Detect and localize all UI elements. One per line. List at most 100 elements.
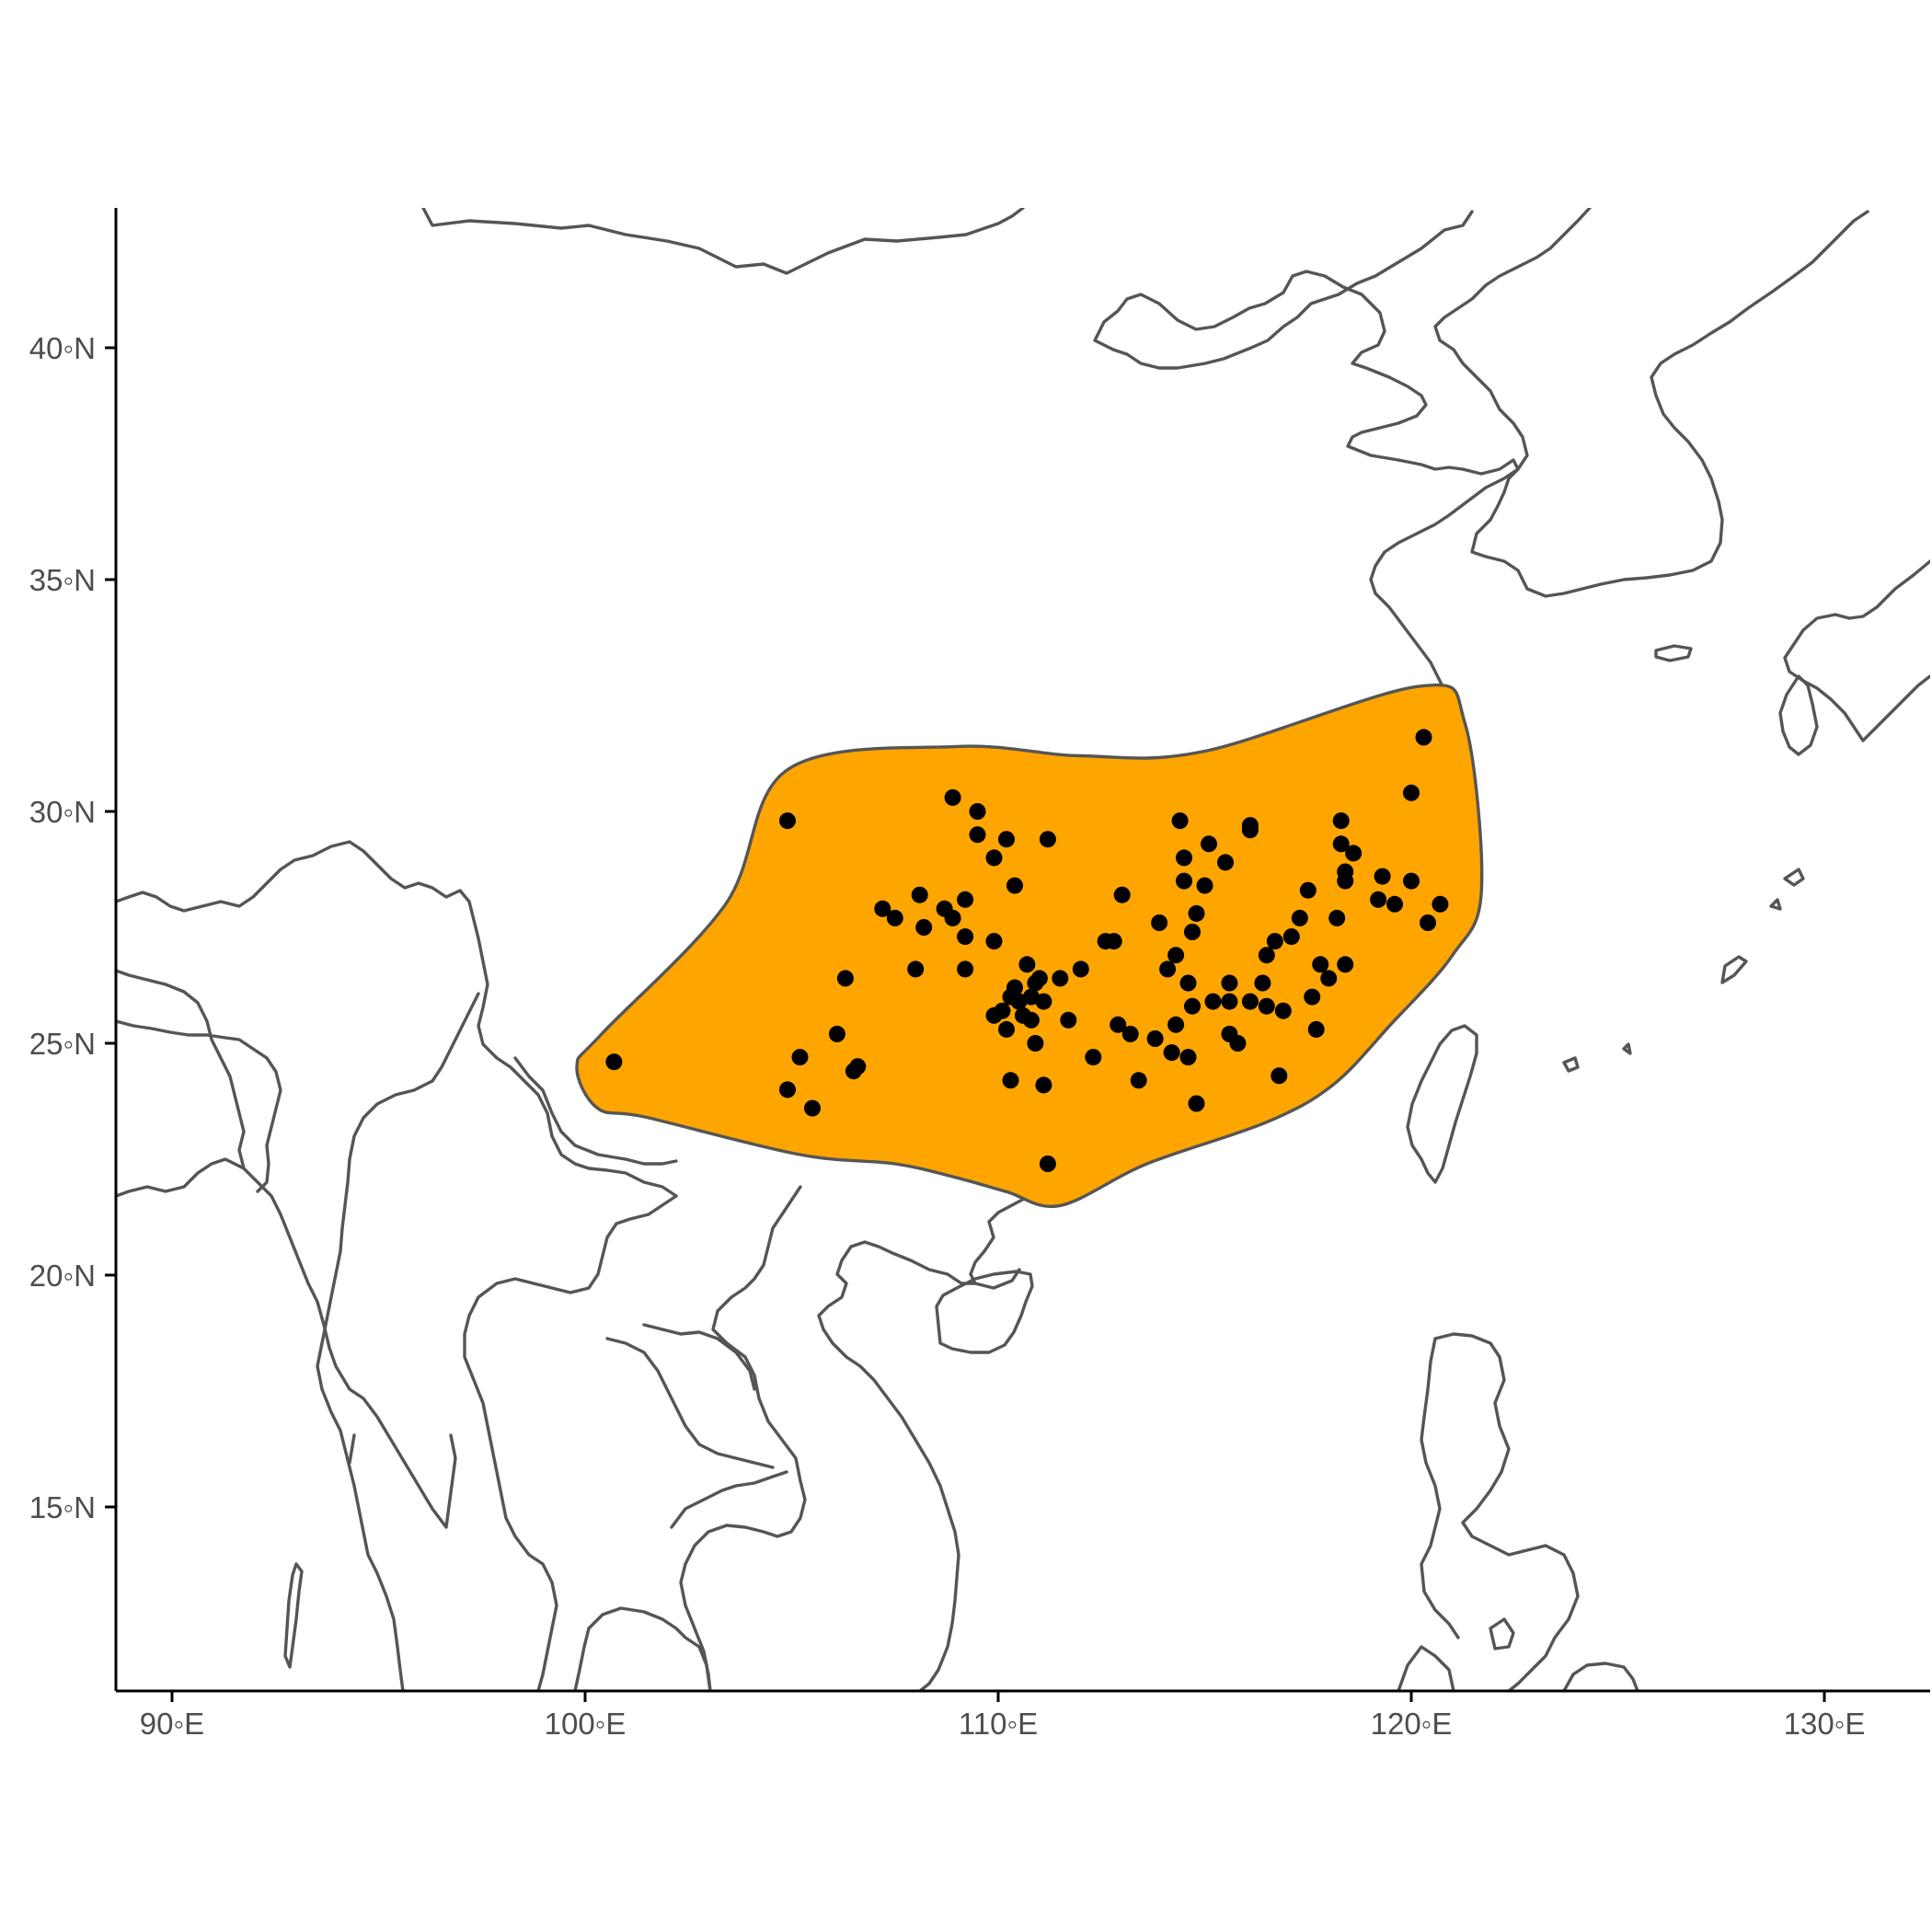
y-tick-label: 15◦N <box>29 1490 96 1524</box>
occurrence-point <box>1179 974 1197 992</box>
y-tick-label: 35◦N <box>29 563 96 597</box>
occurrence-point <box>1328 909 1346 926</box>
occurrence-point <box>1105 933 1122 950</box>
occurrence-point <box>1184 924 1201 940</box>
occurrence-point <box>1196 877 1213 894</box>
occurrence-point <box>1130 1072 1147 1089</box>
myanmar-coast <box>316 992 480 1691</box>
vietnam-laos-border <box>679 1185 807 1691</box>
occurrence-point <box>907 960 925 978</box>
occurrence-point <box>944 909 961 926</box>
occurrence-point <box>944 788 961 806</box>
bangladesh-border <box>116 969 282 1193</box>
cambodia-laos-border <box>605 1323 788 1529</box>
occurrence-point <box>1403 872 1420 890</box>
occurrence-point <box>1176 872 1192 890</box>
occurrence-point <box>915 919 933 936</box>
occurrence-point <box>1039 1156 1056 1172</box>
occurrence-point <box>1266 933 1283 950</box>
occurrence-point <box>779 1081 796 1098</box>
y-tick-label: 30◦N <box>29 795 96 829</box>
occurrence-point <box>1241 822 1259 839</box>
occurrence-point <box>1274 1002 1292 1019</box>
occurrence-point <box>1271 1067 1288 1085</box>
taiwan-island <box>1406 1024 1478 1184</box>
occurrence-point <box>1386 895 1403 913</box>
andaman-islands <box>283 1562 304 1669</box>
occurrence-point <box>1022 1011 1040 1029</box>
occurrence-point <box>998 831 1015 848</box>
occurrence-point <box>1018 956 1036 973</box>
occurrence-point <box>1035 1076 1052 1094</box>
occurrence-point <box>1254 974 1271 992</box>
coastline-basemap <box>116 208 1930 1691</box>
occurrence-point <box>1241 993 1259 1010</box>
occurrence-point <box>1006 979 1023 996</box>
jeju-island <box>1654 644 1693 662</box>
occurrence-point <box>836 970 854 987</box>
occurrence-point <box>1027 1035 1044 1052</box>
occurrence-point <box>1332 835 1350 853</box>
species-range-polygon <box>575 683 1484 1209</box>
occurrence-point <box>1121 1025 1139 1042</box>
occurrence-point <box>791 1049 809 1066</box>
occurrence-point <box>849 1058 867 1075</box>
occurrence-point <box>1332 812 1350 830</box>
occurrence-point <box>1229 1035 1247 1052</box>
occurrence-point <box>1113 886 1131 903</box>
axes: 90◦E 100◦E 110◦E 120◦E 130◦E 40◦N 35◦N 30◦N 25◦… <box>29 208 1930 1741</box>
y-tick-label: 20◦N <box>29 1259 96 1293</box>
occurrence-point <box>874 900 891 917</box>
occurrence-point <box>1337 956 1354 973</box>
india-northeast-border <box>116 840 678 1198</box>
occurrence-point <box>1221 993 1238 1010</box>
occurrence-point <box>1085 1049 1102 1066</box>
occurrence-point <box>985 933 1003 950</box>
occurrence-point <box>957 891 974 908</box>
occurrence-point <box>1370 891 1387 908</box>
occurrence-point <box>957 960 974 978</box>
occurrence-point <box>1307 1020 1325 1038</box>
occurrence-point <box>1006 877 1023 894</box>
occurrence-point <box>994 1002 1011 1019</box>
occurrence-point <box>1217 854 1234 871</box>
southeast-asia-coast <box>817 1240 977 1691</box>
occurrence-point <box>911 886 928 903</box>
occurrence-point <box>1159 960 1177 978</box>
occurrence-point <box>605 1053 623 1071</box>
occurrence-point <box>1179 1049 1197 1066</box>
occurrence-point <box>1151 914 1168 931</box>
x-tick-label: 130◦E <box>1784 1707 1866 1741</box>
occurrence-point <box>886 909 903 926</box>
occurrence-point <box>1221 974 1238 992</box>
y-axis-ticks: 40◦N 35◦N 30◦N 25◦N 20◦N 15◦N <box>29 331 116 1524</box>
x-tick-label: 90◦E <box>140 1707 204 1741</box>
ryukyu-islands <box>1562 868 1805 1073</box>
philippine-islands <box>1397 1617 1639 1691</box>
occurrence-point <box>1312 956 1329 973</box>
occurrence-point <box>1035 993 1052 1010</box>
china-southwest-border <box>513 1056 678 1166</box>
japan-islands <box>1783 559 1930 742</box>
occurrence-point <box>1188 904 1205 922</box>
thailand-border <box>463 1194 678 1691</box>
bay-of-bengal-coast <box>116 1157 457 1529</box>
occurrence-point <box>1030 970 1048 987</box>
occurrence-point <box>1291 909 1308 926</box>
hainan-island <box>935 1270 1034 1354</box>
occurrence-point <box>1415 729 1432 746</box>
korea-peninsula <box>1433 208 1869 598</box>
northern-border <box>421 208 1025 275</box>
occurrence-point <box>1374 868 1391 885</box>
occurrence-point <box>1167 1016 1185 1033</box>
occurrence-point <box>1403 784 1420 801</box>
occurrence-points <box>605 729 1449 1172</box>
occurrence-point <box>1258 997 1275 1015</box>
x-axis-ticks: 90◦E 100◦E 110◦E 120◦E 130◦E <box>140 1691 1866 1741</box>
occurrence-point <box>1110 1016 1127 1033</box>
kyushu-island <box>1778 674 1819 756</box>
luzon-island <box>1420 1332 1580 1691</box>
occurrence-point <box>1022 988 1040 1006</box>
occurrence-point <box>1176 849 1192 867</box>
